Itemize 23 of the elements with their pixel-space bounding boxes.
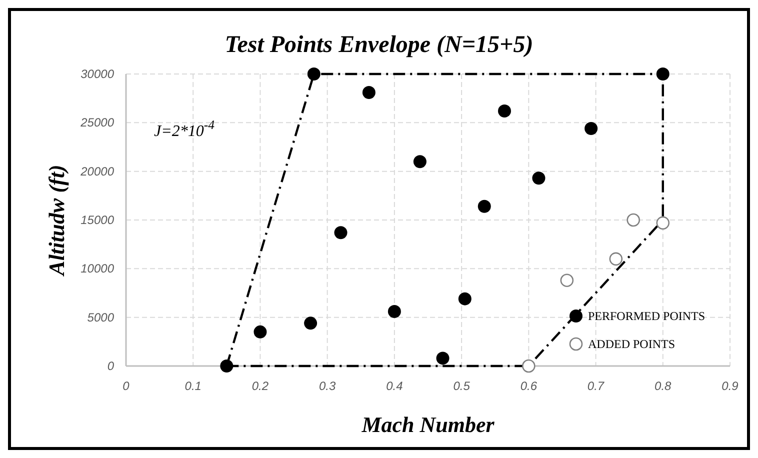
x-tick-label: 0.6 (520, 379, 538, 393)
x-tick-label: 0 (122, 379, 130, 393)
y-tick-label: 20000 (80, 164, 114, 178)
y-tick-label: 0 (107, 359, 114, 373)
x-tick-label: 0.4 (386, 379, 404, 393)
y-axis-title: Altitudw (ft) (44, 164, 69, 278)
x-tick-label: 0.5 (453, 379, 470, 393)
x-axis-title: Mach Number (360, 412, 495, 437)
y-tick-label: 30000 (80, 67, 114, 81)
y-tick-label: 10000 (80, 262, 114, 276)
x-tick-label: 0.1 (184, 379, 202, 393)
x-tick-label: 0.3 (318, 379, 336, 393)
chart-title: Test Points Envelope (N=15+5) (224, 32, 534, 58)
y-tick-label: 25000 (80, 116, 114, 130)
y-tick-label: 15000 (80, 213, 114, 227)
x-tick-label: 0.8 (654, 379, 672, 393)
annotation: J=2*10$^{-4}$ (154, 118, 216, 140)
x-tick-label: 0.9 (722, 379, 739, 393)
y-tick-label: 5000 (87, 310, 114, 324)
x-tick-label: 0.7 (587, 379, 606, 393)
legend-label: PERFORMED POINTS (588, 309, 706, 323)
legend-label: ADDED POINTS (588, 337, 675, 351)
x-tick-label: 0.2 (252, 379, 269, 393)
